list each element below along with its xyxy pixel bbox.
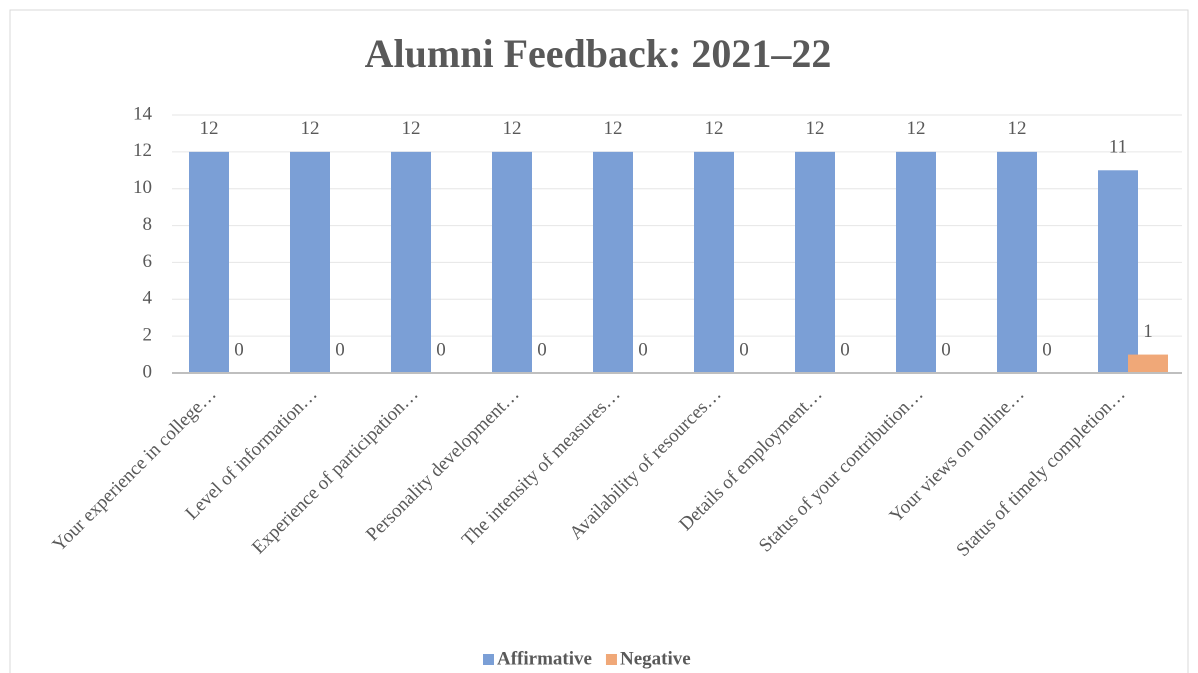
value-label: 12 (301, 118, 320, 139)
value-label: 0 (234, 339, 244, 360)
value-label: 0 (436, 339, 446, 360)
y-tick-label: 6 (143, 251, 153, 272)
value-label: 12 (1008, 118, 1027, 139)
value-label: 0 (638, 339, 648, 360)
value-label: 12 (200, 118, 219, 139)
value-label: 0 (941, 339, 951, 360)
value-label: 11 (1109, 137, 1127, 158)
value-label: 0 (840, 339, 850, 360)
value-label: 12 (705, 118, 724, 139)
legend-swatch (483, 654, 494, 665)
bar (896, 151, 936, 373)
value-label: 12 (604, 118, 623, 139)
y-tick-label: 12 (133, 140, 152, 161)
value-label: 12 (806, 118, 825, 139)
bar (1098, 170, 1138, 373)
chart-title: Alumni Feedback: 2021–22 (365, 31, 832, 76)
y-tick-label: 4 (143, 288, 153, 309)
value-label: 0 (335, 339, 345, 360)
y-tick-label: 0 (143, 361, 153, 382)
legend-swatch (605, 654, 617, 665)
value-label: 12 (402, 118, 421, 139)
value-label: 0 (739, 339, 749, 360)
bar (189, 151, 229, 373)
y-tick-label: 8 (143, 214, 153, 235)
value-label: 0 (537, 339, 547, 360)
legend-label: Negative (620, 648, 691, 669)
bar (694, 151, 734, 373)
value-label: 1 (1143, 321, 1153, 342)
legend-label: Affirmative (497, 648, 592, 669)
bar (997, 151, 1037, 373)
value-label: 12 (907, 118, 926, 139)
value-label: 12 (503, 118, 522, 139)
y-tick-label: 14 (133, 103, 153, 124)
bar (391, 151, 431, 373)
value-label: 0 (1042, 339, 1052, 360)
bar (593, 151, 633, 373)
y-tick-label: 2 (143, 325, 153, 346)
y-tick-label: 10 (133, 177, 152, 198)
bar (492, 151, 532, 373)
bar (1128, 354, 1168, 373)
bar (795, 151, 835, 373)
bar (290, 151, 330, 373)
